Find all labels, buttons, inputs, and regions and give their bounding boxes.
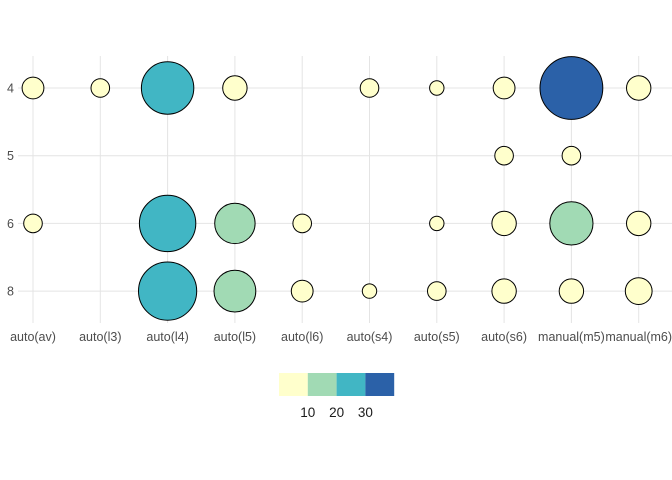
data-point bbox=[561, 145, 582, 166]
data-point bbox=[23, 213, 43, 234]
y-tick-label: 5 bbox=[7, 149, 14, 163]
data-point bbox=[292, 213, 313, 234]
x-tick-label: auto(l3) bbox=[79, 330, 121, 344]
legend-tick-label: 20 bbox=[329, 405, 344, 420]
y-axis: 4 5 6 8 bbox=[7, 82, 14, 299]
x-tick-label: auto(av) bbox=[10, 330, 56, 344]
x-tick-label: auto(s5) bbox=[414, 330, 460, 344]
data-point bbox=[359, 78, 380, 98]
x-tick-label: auto(s6) bbox=[481, 330, 527, 344]
y-tick-label: 6 bbox=[7, 217, 14, 231]
data-point bbox=[90, 78, 111, 98]
legend: 10 20 30 bbox=[279, 373, 395, 420]
data-point bbox=[214, 202, 256, 245]
legend-swatch bbox=[336, 373, 366, 396]
data-point bbox=[549, 201, 594, 246]
data-point bbox=[429, 215, 445, 232]
data-point bbox=[222, 75, 248, 101]
data-point bbox=[491, 278, 517, 304]
data-point bbox=[491, 210, 517, 237]
data-point bbox=[290, 279, 314, 303]
data-point bbox=[140, 61, 195, 115]
legend-swatch bbox=[307, 373, 337, 396]
data-point bbox=[138, 194, 197, 253]
x-tick-label: auto(l6) bbox=[281, 330, 323, 344]
data-point bbox=[429, 80, 445, 96]
data-point bbox=[138, 261, 198, 321]
legend-swatch bbox=[365, 373, 395, 396]
y-tick-label: 4 bbox=[7, 82, 14, 96]
legend-tick-label: 30 bbox=[358, 405, 373, 420]
data-point bbox=[558, 278, 585, 304]
x-tick-label: auto(l5) bbox=[214, 330, 256, 344]
points-layer bbox=[21, 56, 653, 321]
legend-swatch bbox=[279, 373, 308, 396]
x-tick-label: manual(m5) bbox=[538, 330, 605, 344]
data-point bbox=[624, 277, 653, 306]
legend-tick-label: 10 bbox=[300, 405, 315, 420]
x-tick-label: auto(s4) bbox=[347, 330, 393, 344]
data-point bbox=[21, 76, 45, 100]
data-point bbox=[626, 75, 652, 101]
data-point bbox=[492, 76, 516, 100]
data-point bbox=[361, 283, 378, 299]
x-tick-label: manual(m6) bbox=[605, 330, 672, 344]
data-point bbox=[494, 145, 514, 166]
data-point bbox=[539, 56, 604, 120]
data-point bbox=[213, 269, 257, 313]
data-point bbox=[626, 210, 652, 237]
data-point bbox=[427, 281, 447, 301]
x-axis: auto(av) auto(l3) auto(l4) auto(l5) auto(l6)… bbox=[10, 330, 672, 344]
x-tick-label: auto(l4) bbox=[146, 330, 188, 344]
y-tick-label: 8 bbox=[7, 285, 14, 299]
